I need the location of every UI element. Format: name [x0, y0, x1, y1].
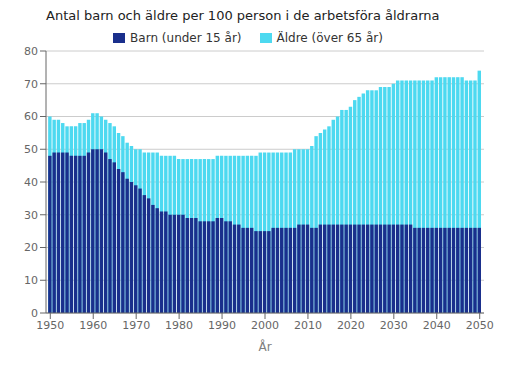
svg-text:70: 70	[24, 78, 38, 91]
svg-text:1950: 1950	[36, 319, 64, 332]
svg-text:20: 20	[24, 241, 38, 254]
svg-text:2010: 2010	[294, 319, 322, 332]
html-text:Äldre (över 65 år): Äldre (över 65 år)	[276, 31, 383, 45]
svg-text:1980: 1980	[165, 319, 193, 332]
svg-text:1960: 1960	[79, 319, 107, 332]
svg-text:1970: 1970	[122, 319, 150, 332]
html-text:Barn (under 15 år): Barn (under 15 år)	[130, 31, 242, 45]
svg-text:1990: 1990	[208, 319, 236, 332]
svg-text:60: 60	[24, 110, 38, 123]
svg-text:2030: 2030	[380, 319, 408, 332]
svg-text:År: År	[258, 339, 271, 354]
svg-text:40: 40	[24, 176, 38, 189]
html-text:Antal barn och äldre per 100 p: Antal barn och äldre per 100 person i de…	[46, 8, 440, 23]
svg-text:0: 0	[31, 307, 38, 320]
svg-text:10: 10	[24, 274, 38, 287]
svg-text:2000: 2000	[251, 319, 279, 332]
svg-text:2040: 2040	[423, 319, 451, 332]
svg-text:50: 50	[24, 143, 38, 156]
svg-text:80: 80	[24, 45, 38, 58]
svg-text:30: 30	[24, 209, 38, 222]
svg-text:2050: 2050	[466, 319, 494, 332]
svg-text:2020: 2020	[337, 319, 365, 332]
